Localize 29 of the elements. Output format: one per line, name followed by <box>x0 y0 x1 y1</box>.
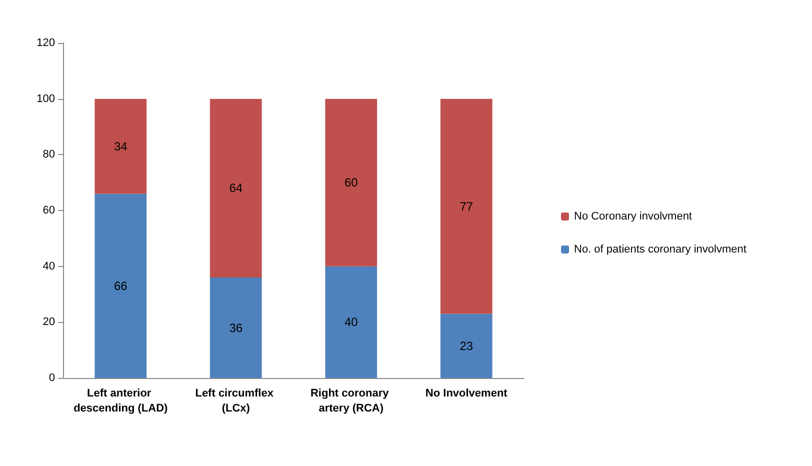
bar <box>94 98 147 194</box>
data-label: 23 <box>460 338 474 353</box>
bar <box>210 278 262 378</box>
bar <box>440 314 492 378</box>
legend-label: No Coronary involvment <box>574 210 692 222</box>
y-tick-label: 0 <box>48 372 55 384</box>
data-label: 60 <box>344 176 358 190</box>
bar <box>210 98 262 278</box>
data-label: 77 <box>460 199 474 214</box>
bar <box>325 98 378 266</box>
x-tick-label: Right coronary artery (RCA) <box>310 388 392 414</box>
y-tick-label: 120 <box>36 37 55 49</box>
y-tick-label: 80 <box>42 148 55 161</box>
data-label: 36 <box>229 320 243 335</box>
y-tick-label: 20 <box>42 316 55 328</box>
x-tick-label: Left circumflex (LCx) <box>195 388 277 414</box>
data-label: 66 <box>114 278 128 293</box>
data-label: 40 <box>344 315 358 330</box>
bar <box>94 194 147 378</box>
y-tick-label: 40 <box>42 260 55 272</box>
data-label: 34 <box>114 139 128 154</box>
x-tick-label: No Involvement <box>425 388 508 400</box>
x-tick-label: Left anterior descending (LAD) <box>74 388 168 414</box>
y-tick-label: 100 <box>36 92 55 105</box>
legend-label: No. of patients coronary involvment <box>574 244 746 256</box>
bar <box>325 266 378 378</box>
data-label: 64 <box>229 181 243 196</box>
bar <box>440 98 492 314</box>
y-tick-label: 60 <box>42 204 55 216</box>
